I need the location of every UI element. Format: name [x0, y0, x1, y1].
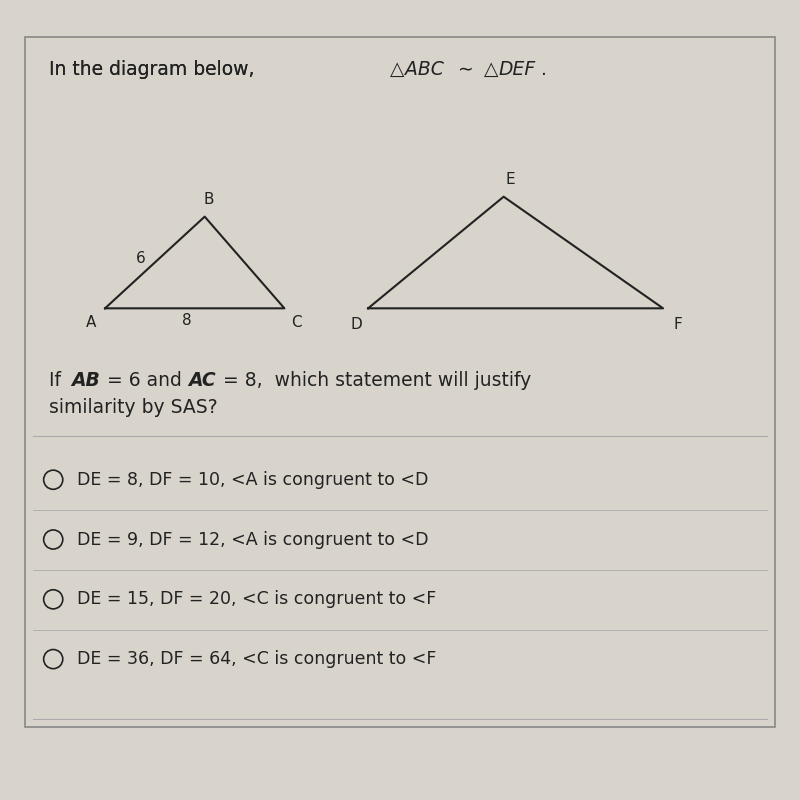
Text: In the diagram below,: In the diagram below,	[50, 60, 261, 78]
Text: .: .	[541, 60, 547, 78]
Text: AB: AB	[71, 370, 100, 390]
Text: A: A	[86, 315, 96, 330]
Text: DE = 8, DF = 10, <A is congruent to <D: DE = 8, DF = 10, <A is congruent to <D	[77, 470, 429, 489]
Text: AC: AC	[188, 370, 215, 390]
Text: DE = 36, DF = 64, <C is congruent to <F: DE = 36, DF = 64, <C is congruent to <F	[77, 650, 437, 668]
Text: ABC: ABC	[405, 60, 444, 78]
Text: DEF: DEF	[498, 60, 535, 78]
Text: similarity by SAS?: similarity by SAS?	[50, 398, 218, 418]
Text: △: △	[390, 60, 405, 78]
Text: B: B	[203, 192, 214, 206]
Text: = 6 and: = 6 and	[101, 370, 188, 390]
Text: DE = 9, DF = 12, <A is congruent to <D: DE = 9, DF = 12, <A is congruent to <D	[77, 530, 429, 549]
Text: E: E	[506, 172, 515, 186]
Text: = 8,  which statement will justify: = 8, which statement will justify	[218, 370, 532, 390]
Text: DE = 15, DF = 20, <C is congruent to <F: DE = 15, DF = 20, <C is congruent to <F	[77, 590, 436, 608]
Text: F: F	[673, 317, 682, 332]
Text: 6: 6	[136, 250, 146, 266]
Text: 8: 8	[182, 313, 192, 328]
Text: If: If	[50, 370, 67, 390]
Text: In the diagram below,: In the diagram below,	[50, 60, 261, 78]
Text: C: C	[291, 315, 302, 330]
Text: △: △	[484, 60, 498, 78]
Text: ∼: ∼	[452, 60, 479, 78]
Text: D: D	[350, 317, 362, 332]
